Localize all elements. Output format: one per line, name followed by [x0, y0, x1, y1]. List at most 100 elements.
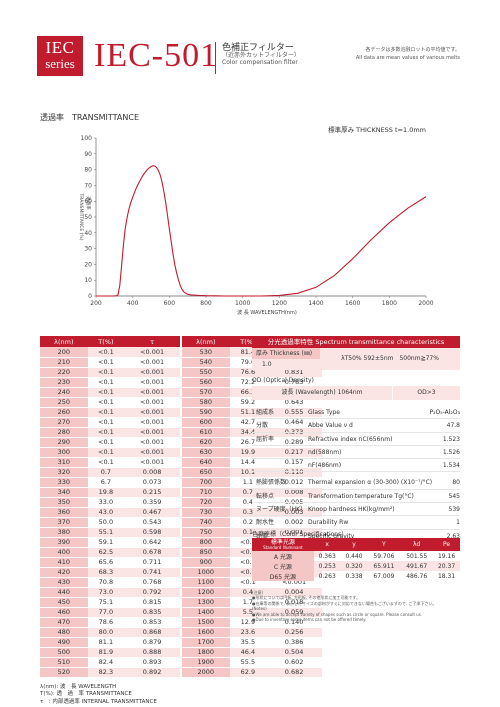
table-row: 520 82.3 0.892	[40, 667, 180, 678]
legend-line: T(%): 透 過 率 TRANSMITTANCE	[40, 691, 132, 698]
table-row: 240 <0.1 <0.001	[40, 387, 180, 398]
table-cell: 12.9	[229, 617, 267, 628]
y-tick-label: 40	[84, 230, 92, 237]
property-name-en: Durability Rw	[308, 519, 349, 527]
table-cell: 0.215	[124, 487, 180, 498]
series-badge: IEC series	[37, 36, 83, 76]
table-row: 450 75.1 0.815	[40, 597, 180, 608]
table-row: 220 <0.1 <0.001	[40, 367, 180, 378]
column-header: y	[340, 538, 368, 551]
table-row: 1700 35.5 0.386	[182, 637, 322, 648]
x-tick-label: 800	[200, 300, 212, 307]
table-cell: 0.543	[124, 517, 180, 528]
table-cell: 80.0	[87, 627, 125, 638]
table-row: 390 59.1 0.642	[40, 537, 180, 548]
table-cell: <0.001	[266, 577, 322, 588]
property-name-en: Glass Type	[308, 409, 340, 416]
table-cell: 0.012	[266, 477, 322, 488]
table-cell: 1700	[182, 637, 230, 648]
table-cell: 0.002	[266, 517, 322, 528]
property-value: 1.534	[442, 462, 460, 470]
table-cell: 490	[40, 637, 88, 648]
table-row: 1200 0.4 0.004	[182, 587, 322, 598]
table-cell: 0.217	[266, 447, 322, 458]
table-row: 1500 12.9 0.140	[182, 617, 322, 628]
table-cell: 210	[40, 357, 88, 368]
badge-line-1: IEC	[45, 38, 75, 57]
table-row: 260 <0.1 <0.001	[40, 407, 180, 418]
table-cell: 70.8	[87, 577, 125, 588]
table-cell: 42.7	[229, 417, 267, 428]
header-divider	[215, 42, 216, 74]
table-cell: 0.853	[124, 617, 180, 628]
table-cell: 0.682	[266, 667, 322, 678]
table-cell: 1200	[182, 587, 230, 598]
y-tick-label: 10	[84, 277, 92, 284]
property-row: 分散 Abbe Value ν d 47.8	[252, 419, 460, 433]
table-cell: 580	[182, 397, 230, 408]
table-row: 640 14.4 0.157	[182, 457, 322, 468]
x-axis-label: 波 長 WAVELENGTH(nm)	[237, 309, 297, 316]
table-row: 490 81.1 0.879	[40, 637, 180, 648]
table-cell: <0.1	[229, 557, 267, 568]
table-cell: 62.5	[87, 547, 125, 558]
footnote-line: ●形状については円板, 方形板, その他形状に加工可能です。	[252, 595, 360, 601]
table-cell: 260	[40, 407, 88, 418]
x-tick-label: 1000	[235, 300, 250, 307]
property-value: 47.8	[446, 422, 460, 430]
table-row: 580 59.2 0.643	[182, 397, 322, 408]
table-cell: 0.001	[266, 527, 322, 538]
table-row: 280 <0.1 <0.001	[40, 427, 180, 438]
footnote-line: ●We are able to accept variety of shapes…	[252, 611, 423, 617]
table-cell: 0.598	[124, 527, 180, 538]
spectrum-row: 厚み Thickness (㎜) 1.0 λT50% 592±5nm 500nm…	[252, 348, 460, 370]
property-row: 屈折率 Refractive index nC(656nm) 1.523	[252, 433, 460, 446]
table-cell: <0.001	[124, 397, 180, 408]
table-cell: 72.2	[229, 377, 267, 388]
table-cell: 0.831	[266, 367, 322, 378]
table-row: 230 <0.1 <0.001	[40, 377, 180, 388]
x-tick-label: 2000	[418, 300, 433, 307]
table-cell: 410	[40, 557, 88, 568]
table-row: 400 62.5 0.678	[40, 547, 180, 558]
table-cell: 430	[40, 577, 88, 588]
table-cell: <0.001	[124, 347, 180, 358]
transmittance-table-1: λ(nm) T(%) τ 200 <0.1 <0.001 210 <0.1 <0.001 220 <…	[40, 336, 180, 678]
property-value: 80	[452, 479, 460, 487]
footnote-line: (注意)	[252, 590, 264, 595]
table-cell: 720	[182, 497, 230, 508]
column-header: x	[313, 538, 341, 551]
table-cell: <0.1	[87, 427, 125, 438]
table-cell: <0.1	[87, 437, 125, 448]
column-header-text: y	[352, 540, 356, 548]
table-cell: 59.2	[229, 397, 267, 408]
table-row: 210 <0.1 <0.001	[40, 357, 180, 368]
table-cell: 1900	[182, 657, 230, 668]
table-cell: 55.5	[229, 657, 267, 668]
table-cell: 34.4	[229, 427, 267, 438]
table-cell: <0.1	[87, 367, 125, 378]
od-row: 波長 (Wavelength) 1064nm OD>3	[252, 386, 460, 400]
transmittance-line	[96, 165, 427, 297]
table-cell: 0.868	[124, 627, 180, 638]
y-tick-label: 90	[84, 151, 92, 158]
table-cell: 200	[40, 347, 88, 358]
property-row: 熱膨張係数 Thermal expansion α (30-300) (X10⁻⁷…	[252, 476, 460, 490]
table-cell: 550	[182, 367, 230, 378]
property-name-jp: 転移点	[256, 492, 275, 500]
property-value: 545	[448, 492, 460, 500]
table-cell: 900	[182, 557, 230, 568]
table-cell: 250	[40, 397, 88, 408]
table-cell: 560	[182, 377, 230, 388]
table-cell: 0.073	[124, 477, 180, 488]
table-cell: 51.1	[229, 407, 267, 418]
table-cell: <0.1	[229, 577, 267, 588]
table-cell: <0.1	[87, 377, 125, 388]
property-value: 1	[456, 519, 460, 527]
table-cell: 300	[40, 447, 88, 458]
table-cell: 320	[40, 467, 88, 478]
table-cell: 0.888	[124, 647, 180, 658]
table-cell: 59.1	[87, 537, 125, 548]
